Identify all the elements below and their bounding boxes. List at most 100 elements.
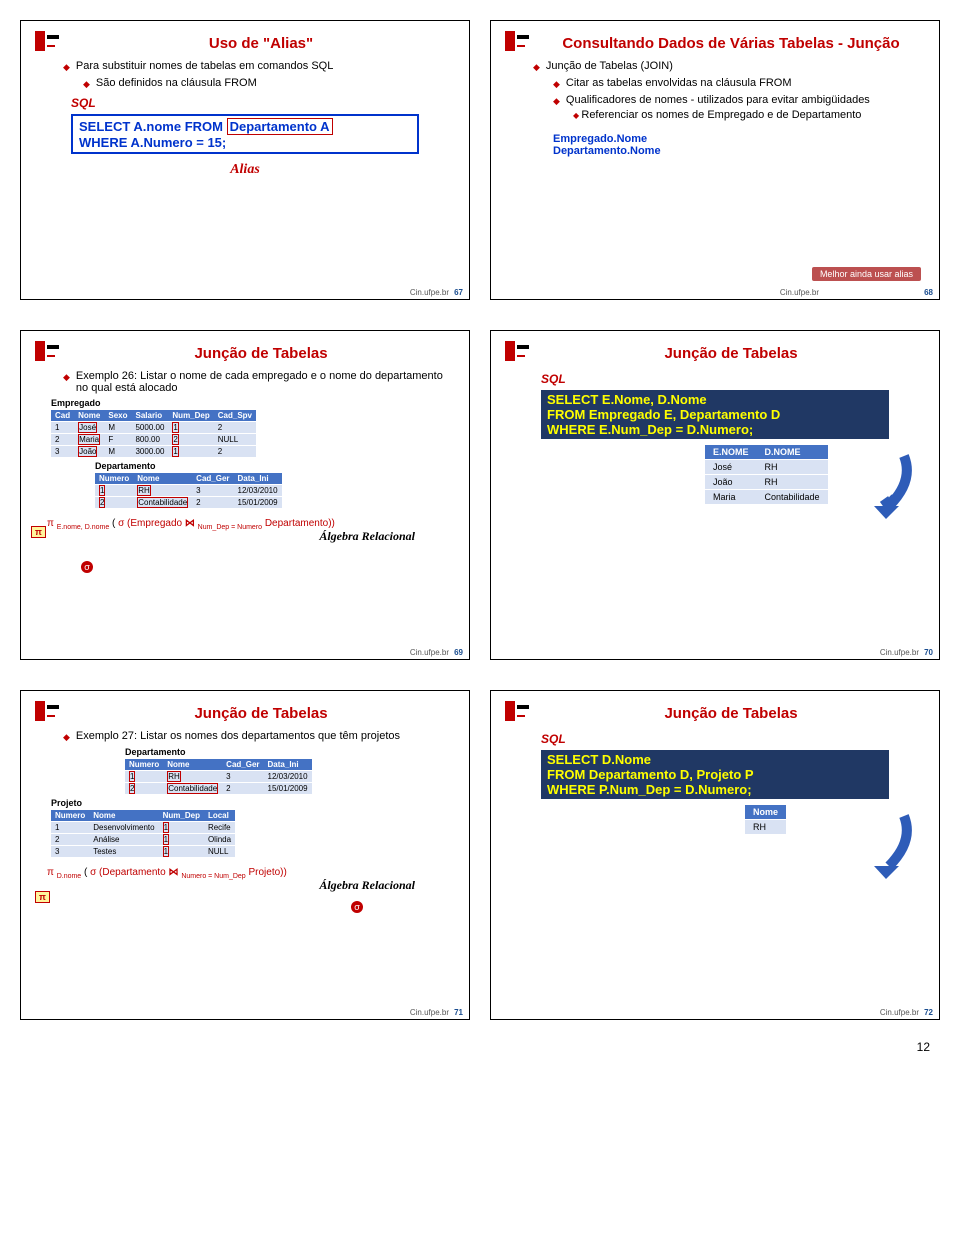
sigma-icon: σ [81, 561, 93, 573]
diamond-icon: ◆ [553, 96, 560, 107]
table-header: Numero [125, 759, 163, 771]
slide-title: Consultando Dados de Várias Tabelas - Ju… [537, 35, 925, 52]
code-line-1a: SELECT A.nome FROM [79, 119, 227, 134]
pi-subscript: E.nome, D.nome [57, 524, 110, 531]
table-header: Data_Ini [234, 473, 282, 485]
slide-number: 68 [924, 288, 933, 297]
title-row: Junção de Tabelas [505, 341, 925, 366]
table-cell: Contabilidade [163, 783, 222, 795]
table-cell: Maria [74, 434, 104, 446]
table-row: 1RH312/03/2010 [95, 485, 282, 497]
algebra-label: Álgebra Relacional [35, 878, 415, 893]
table-header: Nome [745, 805, 786, 820]
title-row: Consultando Dados de Várias Tabelas - Ju… [505, 31, 925, 56]
emp-title: Empregado [51, 398, 455, 408]
table-cell: 3 [51, 446, 74, 458]
table-row: JoãoRH [705, 475, 828, 490]
pi-icon: π [35, 891, 50, 903]
slide-number: 72 [924, 1008, 933, 1017]
logo-icon [35, 341, 61, 366]
table-cell: 1 [159, 834, 204, 846]
bullet-text: Junção de Tabelas (JOIN) [546, 60, 673, 72]
logo-icon [505, 341, 531, 366]
bullet-text: Exemplo 26: Listar o nome de cada empreg… [76, 370, 455, 394]
title-row: Uso de "Alias" [35, 31, 455, 56]
table-header: Data_Ini [264, 759, 312, 771]
footer-brand: Cin.ufpe.br [780, 288, 819, 297]
slide-69: Junção de Tabelas ◆ Exemplo 26: Listar o … [20, 330, 470, 660]
slide-number: 67 [454, 288, 463, 297]
table-header: Cad_Spv [214, 410, 256, 422]
table-cell: 2 [125, 783, 163, 795]
description: ◆ Exemplo 26: Listar o nome de cada empre… [63, 370, 455, 394]
code-line-2: FROM Empregado E, Departamento D [547, 407, 780, 422]
table-header: Nome [163, 759, 222, 771]
sigma-text: σ (Departamento [90, 867, 166, 878]
table-cell: NULL [204, 846, 235, 858]
table-cell: 3 [51, 846, 89, 858]
table-header: Cad_Ger [192, 473, 233, 485]
sql-label: SQL [71, 96, 455, 110]
projeto-table: NumeroNomeNum_DepLocal 1Desenvolvimento1… [51, 810, 235, 857]
table-cell: Testes [89, 846, 158, 858]
diamond-icon: ◆ [553, 79, 560, 90]
slide-title: Junção de Tabelas [67, 705, 455, 722]
bullet-text: Qualificadores de nomes - utilizados par… [566, 94, 870, 106]
logo-icon [35, 31, 61, 56]
table-cell: 2 [192, 497, 233, 509]
footer-brand: Cin.ufpe.br [410, 648, 449, 657]
table-row: MariaContabilidade [705, 490, 828, 505]
dep-title: Departamento [125, 747, 455, 757]
code-line-3: WHERE P.Num_Dep = D.Numero; [547, 782, 752, 797]
bullet-2: ◆Citar as tabelas envolvidas na cláusula… [553, 77, 925, 90]
table-cell: NULL [214, 434, 256, 446]
table-header: Numero [95, 473, 133, 485]
code-box: SELECT A.nome FROM Departamento A WHERE … [71, 114, 419, 154]
code-line-1b: Departamento A [227, 118, 333, 135]
logo-icon [505, 31, 531, 56]
table-cell: 15/01/2009 [264, 783, 312, 795]
table-header: Cad_Ger [222, 759, 263, 771]
table-cell: José [705, 460, 757, 475]
table-header: Local [204, 810, 235, 822]
sql-label: SQL [541, 732, 925, 746]
table-cell: 1 [159, 822, 204, 834]
table-cell: RH [133, 485, 192, 497]
table-header: Num_Dep [168, 410, 213, 422]
code-line-2: WHERE A.Numero = 15; [79, 135, 226, 150]
table-cell: Contabilidade [133, 497, 192, 509]
table-cell: 2 [51, 834, 89, 846]
footer-brand: Cin.ufpe.br [880, 1008, 919, 1017]
description: ◆Exemplo 27: Listar os nomes dos departa… [63, 730, 455, 743]
diamond-icon: ◆ [83, 79, 90, 90]
table-cell: Desenvolvimento [89, 822, 158, 834]
table-cell: 3 [192, 485, 233, 497]
note-box: Melhor ainda usar alias [812, 267, 921, 281]
table-cell: RH [757, 475, 828, 490]
slide-title: Junção de Tabelas [537, 705, 925, 722]
slide-title: Junção de Tabelas [67, 345, 455, 362]
join-cond: Numero = Num_Dep [181, 873, 245, 880]
table-row: 1Desenvolvimento1Recife [51, 822, 235, 834]
bullet-text: Para substituir nomes de tabelas em coma… [76, 60, 333, 72]
diamond-icon: ◆ [63, 732, 70, 743]
diamond-icon: ◆ [63, 372, 70, 383]
table-cell: 2 [95, 497, 133, 509]
alias-label: Alias [35, 162, 455, 178]
table-header: Nome [74, 410, 104, 422]
table-cell: Olinda [204, 834, 235, 846]
join-symbol: ⋈ [169, 867, 179, 878]
join-cond: Num_Dep = Numero [198, 524, 262, 531]
table-header: Sexo [104, 410, 131, 422]
table-cell: Contabilidade [757, 490, 828, 505]
table-cell: 1 [168, 446, 213, 458]
table-cell: João [74, 446, 104, 458]
table-cell: Maria [705, 490, 757, 505]
slide-number: 69 [454, 648, 463, 657]
table-cell: RH [757, 460, 828, 475]
slide-67: Uso de "Alias" ◆ Para substituir nomes de… [20, 20, 470, 300]
algebra-label: Álgebra Relacional [35, 529, 415, 544]
table-cell: RH [745, 820, 786, 835]
table-cell: 12/03/2010 [264, 771, 312, 783]
pi-subscript: D.nome [57, 873, 82, 880]
